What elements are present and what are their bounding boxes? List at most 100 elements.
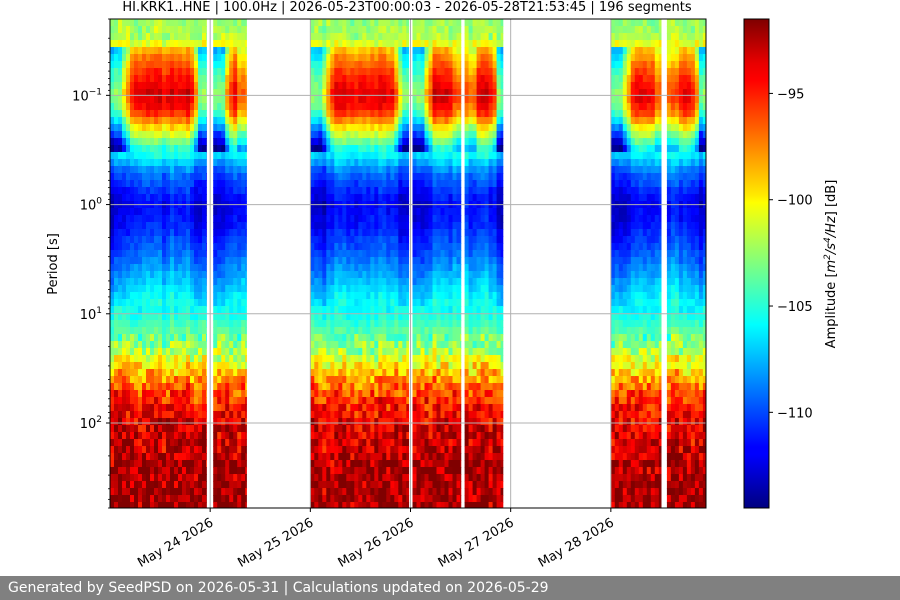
heatmap-cell [118,229,123,237]
heatmap-cell [424,292,430,300]
heatmap-cell [142,215,147,223]
heatmap-cell [358,187,363,195]
heatmap-cell [170,453,175,461]
heatmap-cell [374,418,379,426]
heatmap-cell [213,117,218,125]
heatmap-cell [110,418,115,426]
heatmap-cell [166,348,171,356]
heatmap-cell [416,33,422,41]
heatmap-cell [134,418,139,426]
heatmap-cell [198,467,203,475]
heatmap-cell [162,446,167,454]
heatmap-cell [350,243,355,251]
heatmap-cell [233,68,238,76]
heatmap-cell [440,432,446,440]
heatmap-cell [424,47,430,55]
heatmap-cell [436,215,442,223]
heatmap-cell [326,397,331,405]
heatmap-cell [114,19,119,27]
heatmap-cell [138,117,143,125]
heatmap-cell [182,411,187,419]
heatmap-cell [440,502,446,508]
heatmap-cell [122,439,127,447]
heatmap-cell [440,131,446,139]
heatmap-cell [322,404,327,412]
heatmap-cell [420,341,426,349]
heatmap-cell [198,481,203,489]
heatmap-cell [178,334,183,342]
heatmap-cell [390,159,395,167]
heatmap-cell [134,341,139,349]
heatmap-cell [138,474,143,482]
heatmap-cell [245,348,247,356]
heatmap-cell [190,292,195,300]
heatmap-cell [326,110,331,118]
heatmap-cell [194,446,199,454]
heatmap-cell [342,369,347,377]
heatmap-cell [241,124,246,132]
heatmap-cell [174,257,179,265]
heatmap-cell [354,481,359,489]
heatmap-cell [194,82,199,90]
heatmap-cell [318,145,323,153]
heatmap-cell [394,390,399,398]
heatmap-cell [342,348,347,356]
heatmap-cell [142,425,147,433]
heatmap-cell [354,173,359,181]
heatmap-cell [456,194,462,202]
heatmap-cell [166,369,171,377]
heatmap-cell [456,495,462,503]
heatmap-cell [444,222,450,230]
heatmap-cell [460,173,462,181]
heatmap-cell [206,40,207,48]
heatmap-cell [378,390,383,398]
heatmap-cell [110,355,115,363]
heatmap-cell [432,390,438,398]
heatmap-cell [358,271,363,279]
heatmap-cell [358,362,363,370]
heatmap-cell [194,376,199,384]
heatmap-cell [444,474,450,482]
heatmap-cell [126,369,131,377]
heatmap-cell [398,96,403,104]
heatmap-cell [354,138,359,146]
heatmap-cell [416,194,422,202]
heatmap-cell [162,250,167,258]
heatmap-cell [428,215,434,223]
heatmap-cell [342,82,347,90]
heatmap-cell [314,502,319,508]
heatmap-cell [346,334,351,342]
heatmap-cell [338,19,343,27]
heatmap-cell [146,264,151,272]
heatmap-cell [350,404,355,412]
heatmap-cell [178,355,183,363]
heatmap-cell [229,495,234,503]
heatmap-cell [334,264,339,272]
heatmap-cell [420,33,426,41]
heatmap-cell [456,320,462,328]
heatmap-cell [154,33,159,41]
heatmap-cell [110,152,115,160]
heatmap-cell [394,285,399,293]
heatmap-cell [424,334,430,342]
heatmap-cell [158,96,163,104]
heatmap-cell [358,159,363,167]
heatmap-cell [440,327,446,335]
heatmap-cell [186,131,191,139]
heatmap-cell [134,33,139,41]
heatmap-cell [138,33,143,41]
heatmap-cell [346,117,351,125]
heatmap-cell [221,208,226,216]
heatmap-cell [310,222,315,230]
heatmap-cell [245,47,247,55]
heatmap-cell [198,54,203,62]
heatmap-cell [126,355,131,363]
heatmap-cell [420,166,426,174]
heatmap-cell [138,82,143,90]
heatmap-cell [378,250,383,258]
heatmap-cell [146,166,151,174]
heatmap-cell [358,19,363,27]
heatmap-cell [118,313,123,321]
heatmap-cell [134,117,139,125]
heatmap-cell [390,467,395,475]
